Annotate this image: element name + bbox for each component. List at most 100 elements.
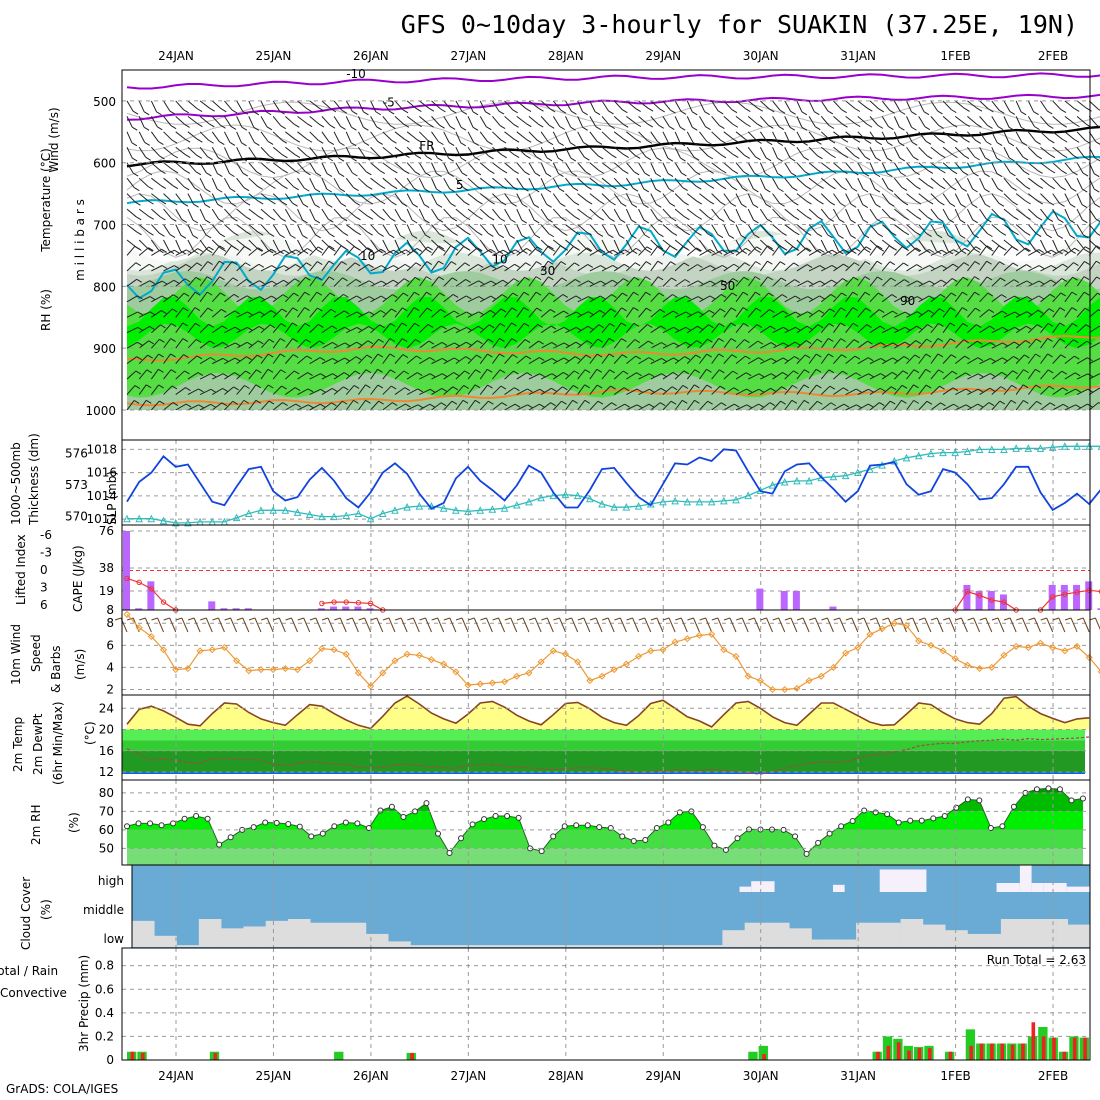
wind-barb: [504, 115, 514, 125]
wind-barb-flag: [987, 124, 993, 129]
low-cloud-bar: [789, 928, 801, 947]
rh-band: [127, 848, 1083, 865]
wind-barb-flag: [757, 123, 763, 128]
wind-barb: [577, 193, 588, 202]
wind-barb: [650, 245, 659, 256]
wind-barb: [991, 310, 1003, 318]
thickness-marker: [732, 495, 740, 504]
wind-barb-flag: [584, 156, 590, 161]
wind-barb-flag: [866, 324, 872, 329]
surface-wind-barb-flag: [1040, 617, 1047, 621]
wind-barb-flag: [902, 370, 909, 375]
wind-barb: [1052, 177, 1062, 188]
li-line: [954, 590, 1017, 611]
wind-barb-flag: [502, 279, 508, 284]
wind-barb-flag: [229, 142, 236, 146]
wind-barb-flag: [294, 154, 301, 159]
wind-barb: [881, 224, 892, 233]
wind-barb: [918, 338, 927, 349]
wind-barb-flag: [1072, 171, 1078, 176]
wind-barb-flag: [549, 309, 556, 313]
wind-barb: [1088, 239, 1099, 249]
wind-barb-flag: [257, 340, 264, 345]
wind-barb-flag: [411, 219, 418, 224]
wind-barb: [333, 400, 343, 411]
wind-barb-flag: [594, 111, 601, 116]
wind-barb: [150, 116, 158, 128]
wind-barb: [382, 279, 394, 287]
wind-barb-flag: [681, 172, 687, 177]
wind-barb-flag: [522, 203, 528, 208]
wind-barb: [808, 353, 817, 364]
wind-barb-flag: [160, 216, 166, 221]
wind-barb-flag: [1038, 265, 1045, 270]
wind-barb-flag: [246, 341, 253, 346]
high-cloud-bar: [1031, 883, 1044, 892]
rh2m-marker: [872, 809, 879, 816]
wind-barb: [406, 291, 415, 303]
wind-barb: [236, 162, 244, 174]
wind-barb-flag: [916, 325, 922, 330]
wind-barb: [613, 370, 624, 380]
wind-barb-flag: [935, 250, 942, 255]
wind-barb-flag: [353, 187, 359, 192]
wind-barb: [918, 249, 930, 256]
wind-barb-flag: [989, 387, 996, 392]
wind-barb: [930, 239, 937, 251]
wind-barb: [175, 177, 185, 188]
wind-barb: [248, 146, 256, 158]
wind-barb-flag: [132, 172, 139, 177]
wind-barb-flag: [461, 172, 468, 177]
wind-barb-flag: [842, 123, 848, 128]
wind-barb-flag: [575, 311, 582, 316]
wind-barb-flag: [1060, 354, 1067, 359]
wind-barb: [126, 177, 135, 189]
wind-barb: [601, 193, 611, 203]
wind-barb-flag: [1014, 295, 1020, 300]
wind-barb: [455, 193, 465, 203]
wind-barb: [565, 162, 573, 174]
wind-barb-flag: [952, 154, 958, 159]
wind-barb: [528, 162, 536, 174]
wind-barb-flag: [513, 154, 520, 159]
wind-barb-flag: [733, 263, 740, 268]
wind-barb: [686, 354, 696, 364]
wind-barb-flag: [490, 280, 497, 285]
wind-barb: [626, 131, 637, 140]
wind-barb: [248, 239, 258, 249]
wind-barb-flag: [746, 404, 753, 409]
wind-barb: [967, 324, 977, 334]
wind-barb: [930, 177, 941, 187]
wind-barb-flag: [185, 264, 192, 268]
wind-barb-flag: [801, 111, 808, 116]
wind-speed-marker: [549, 647, 557, 655]
wind-barb-flag: [488, 216, 495, 221]
surface-wind-barb-flag: [772, 617, 779, 621]
wind-barb: [845, 323, 854, 334]
wind-barb-flag: [719, 201, 726, 206]
wind-barb-flag: [464, 262, 470, 267]
surface-wind-barb: [181, 617, 189, 633]
wind-barb-flag: [563, 357, 570, 362]
wind-barb: [613, 177, 623, 188]
wind-barb: [674, 147, 681, 159]
wind-barb: [150, 146, 160, 157]
wind-barb-flag: [1013, 216, 1019, 221]
wind-barb-flag: [596, 353, 603, 358]
surface-wind-barb: [912, 617, 920, 633]
wind-barb-flag: [596, 384, 603, 389]
wind-barb-flag: [147, 354, 153, 359]
wind-barb-flag: [890, 386, 897, 391]
wind-barb: [199, 100, 210, 109]
wind-barb: [772, 400, 781, 411]
wind-barb: [967, 373, 979, 380]
wind-barb: [1003, 162, 1011, 174]
thickness-marker: [987, 445, 996, 453]
wind-barb-flag: [586, 215, 593, 220]
wind-barb: [187, 262, 198, 272]
wind-barb-flag: [880, 357, 887, 362]
wind-barb: [674, 224, 685, 233]
wind-barb-flag: [169, 110, 176, 115]
wind-barb: [516, 162, 525, 173]
wind-barb-flag: [843, 263, 849, 268]
